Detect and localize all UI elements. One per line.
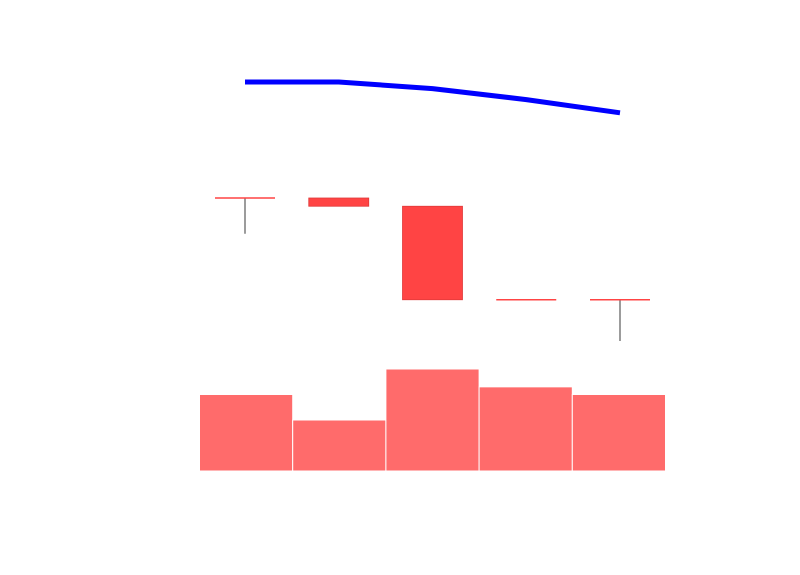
volume-bar-2 [292,419,387,472]
volume-bar-4 [478,386,573,472]
moving-average-line [245,79,621,116]
candle-3 [402,205,463,301]
candlestick-layer [215,197,650,341]
candle-body [402,205,463,301]
candle-1 [215,197,275,234]
volume-bar-5 [571,394,666,472]
candle-body [308,197,370,207]
volume-bar-1 [199,394,294,472]
candle-2 [308,197,370,207]
volume-bar-3 [385,368,480,472]
candle-5 [590,299,650,341]
moving-average-layer [245,79,621,116]
volume-layer [199,368,666,472]
